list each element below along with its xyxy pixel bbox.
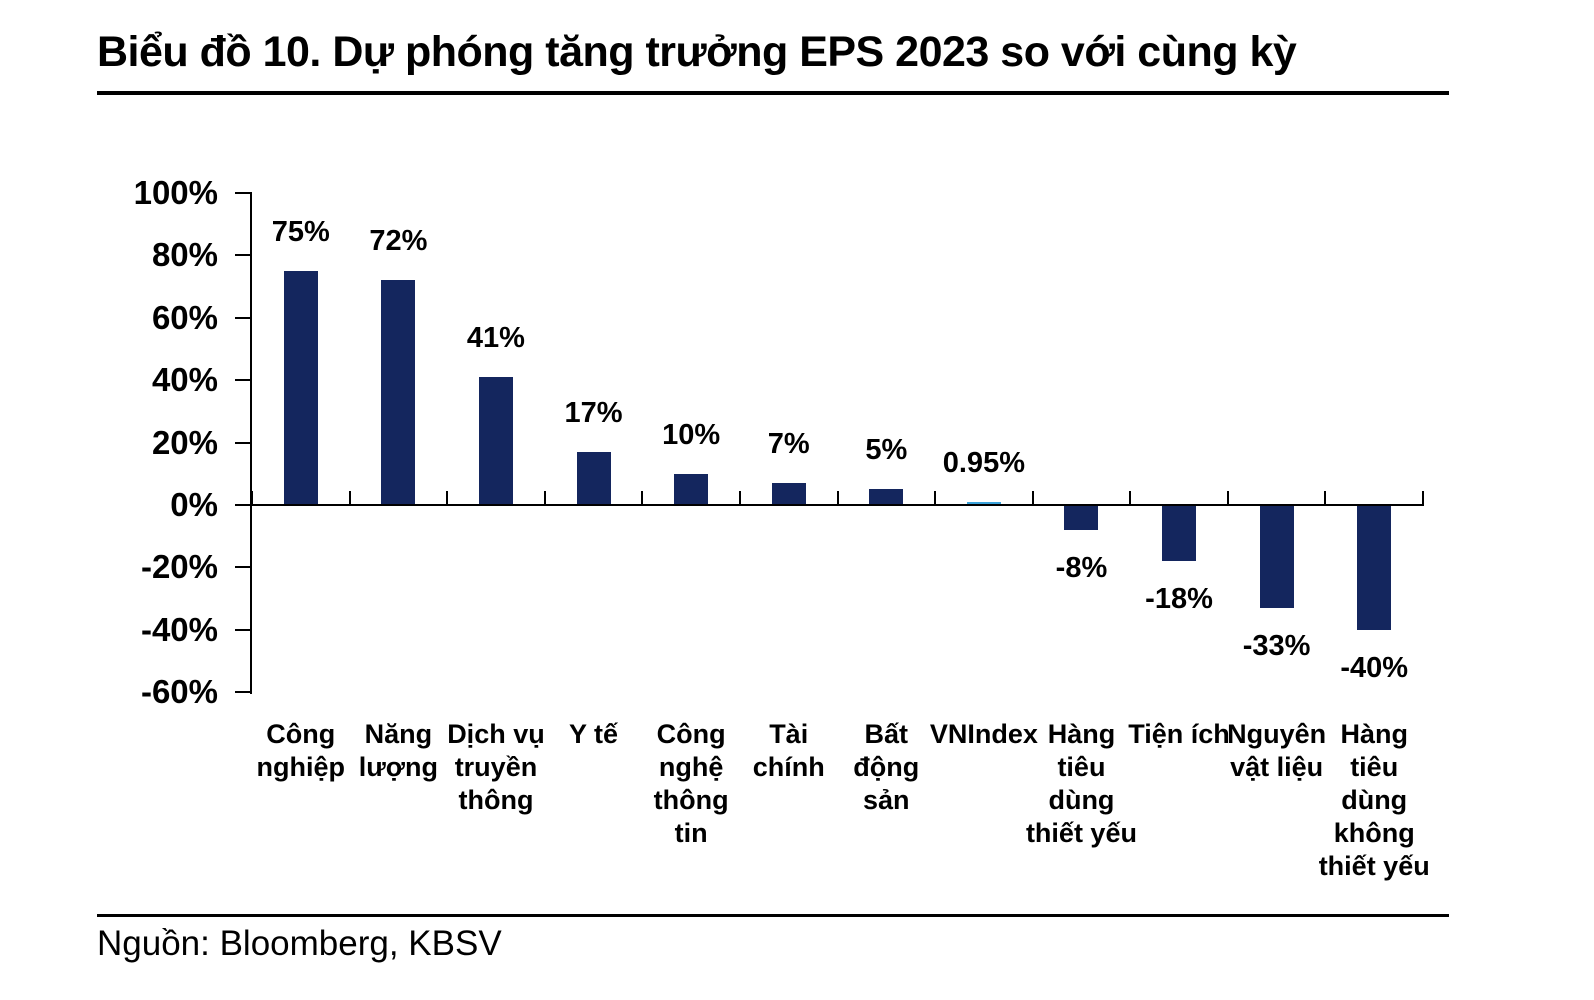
- y-axis-tick: [235, 504, 252, 506]
- category-label: Tài chính: [752, 719, 825, 782]
- x-axis-tick: [1324, 491, 1327, 506]
- value-label: 7%: [767, 428, 810, 461]
- y-axis-label: -40%: [140, 610, 218, 648]
- category-label: VNIndex: [929, 719, 1038, 749]
- value-label: 72%: [369, 225, 428, 258]
- category-label: Công nghệ thông tin: [653, 719, 729, 848]
- category-label: Nguyên vật liệu: [1227, 719, 1327, 782]
- y-axis-label: 60%: [151, 298, 218, 336]
- x-axis-tick: [446, 491, 449, 506]
- bar: [1064, 505, 1099, 530]
- y-axis-label: 80%: [151, 236, 218, 274]
- y-axis-tick: [235, 691, 252, 694]
- x-axis-tick: [1226, 491, 1229, 506]
- x-axis-tick: [738, 491, 741, 506]
- category-label: Công nghiệp: [256, 719, 346, 782]
- chart-title: Biểu đồ 10. Dự phóng tăng trưởng EPS 202…: [97, 28, 1297, 76]
- x-axis-tick: [1031, 491, 1034, 506]
- y-axis-tick: [235, 316, 252, 319]
- y-axis-label: -60%: [140, 673, 218, 711]
- value-label: -18%: [1145, 583, 1213, 616]
- category-label: Năng lượng: [358, 719, 438, 782]
- category-label: Y tế: [569, 719, 619, 749]
- x-axis-tick: [543, 491, 546, 506]
- y-axis-tick: [235, 254, 252, 257]
- bar: [576, 451, 611, 505]
- value-label: 5%: [865, 434, 908, 467]
- footer-rule: [97, 914, 1449, 917]
- y-axis-label: 40%: [151, 361, 218, 399]
- value-label: -33%: [1242, 629, 1311, 662]
- x-axis-tick: [251, 491, 253, 506]
- y-axis-tick: [235, 441, 252, 444]
- x-axis-tick: [836, 491, 839, 506]
- x-axis-tick: [1422, 491, 1424, 506]
- y-axis-tick: [235, 379, 252, 382]
- bar: [381, 280, 416, 505]
- bar: [283, 271, 318, 505]
- x-axis-tick: [641, 491, 644, 506]
- bar: [771, 483, 806, 505]
- title-rule: [97, 91, 1449, 95]
- value-label: 75%: [271, 216, 330, 248]
- bar: [478, 377, 513, 505]
- source-caption: Nguồn: Bloomberg, KBSV: [97, 924, 502, 963]
- x-axis-tick: [1129, 491, 1132, 506]
- bar: [966, 502, 1001, 506]
- value-label: 10%: [662, 418, 721, 451]
- y-axis-label: 20%: [151, 423, 218, 461]
- bar: [1259, 505, 1294, 608]
- y-axis-line: [250, 193, 252, 695]
- bar: [869, 489, 904, 505]
- x-axis-tick: [934, 491, 937, 506]
- x-axis-tick: [348, 491, 351, 506]
- value-label: 17%: [564, 396, 623, 429]
- bar: [1162, 505, 1197, 562]
- y-axis-tick: [235, 566, 252, 569]
- bar: [1357, 505, 1392, 630]
- category-label: Bất động sản: [853, 719, 920, 815]
- y-axis-label: -20%: [140, 548, 218, 586]
- category-label: Hàng tiêu dùng không thiết yếu: [1318, 719, 1430, 881]
- value-label: 0.95%: [942, 447, 1025, 480]
- bar: [674, 473, 709, 505]
- category-label: Tiện ích: [1128, 719, 1230, 749]
- y-axis-label: 0%: [170, 486, 218, 523]
- value-label: -8%: [1055, 551, 1108, 584]
- value-label: 41%: [466, 322, 525, 355]
- y-axis-label: 100%: [133, 174, 218, 211]
- category-label: Dịch vụ truyền thông: [447, 719, 545, 815]
- y-axis-tick: [235, 628, 252, 631]
- category-label: Hàng tiêu dùng thiết yếu: [1025, 719, 1137, 848]
- y-axis-tick: [235, 192, 252, 194]
- value-label: -40%: [1340, 651, 1409, 684]
